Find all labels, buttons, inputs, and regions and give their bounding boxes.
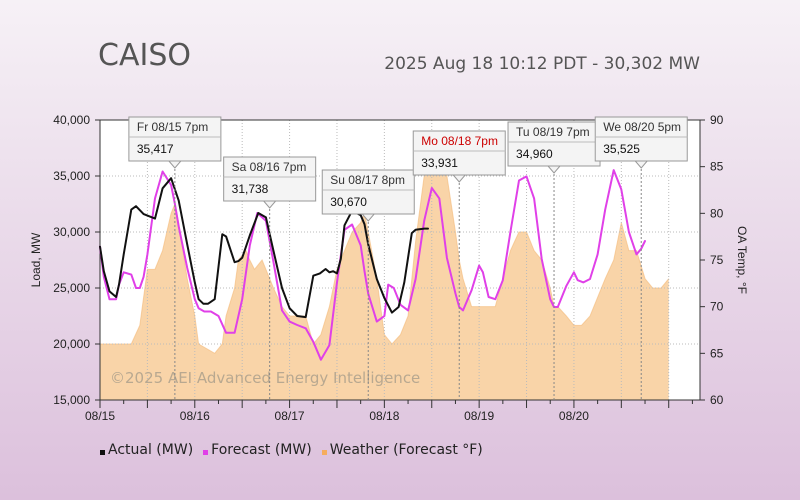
annotation-value-0: 35,417 — [137, 142, 174, 156]
annotation-box-1 — [223, 156, 317, 202]
chart-legend: Actual (MW) Forecast (MW) Weather (Forec… — [100, 442, 487, 458]
y-tick-label-1: 20,000 — [53, 337, 90, 351]
y-tick-label-4: 35,000 — [53, 169, 90, 183]
x-tick-label-3: 08/18 — [369, 409, 399, 423]
legend-swatch-forecast — [203, 449, 209, 455]
y-tick-label-5: 40,000 — [53, 113, 90, 127]
forecast-series-line — [99, 169, 646, 361]
x-tick-label-4: 08/19 — [464, 409, 494, 423]
y2-tick-label-1: 65 — [710, 346, 724, 360]
x-tick-label-1: 08/16 — [180, 409, 210, 423]
y2-tick-label-6: 90 — [710, 113, 724, 127]
annotation-pointer-0 — [167, 160, 182, 169]
annotation-pointer-2 — [361, 213, 376, 222]
annotation-pointer-4 — [546, 165, 562, 174]
annotation-value-3: 33,931 — [421, 156, 458, 170]
watermark-text: ©2025 AEI Advanced Energy Intelligence — [110, 369, 420, 387]
annotation-value-5: 35,525 — [603, 142, 640, 156]
legend-label-forecast: Forecast (MW) — [211, 442, 312, 458]
legend-swatch-actual — [100, 449, 105, 455]
y2-tick-label-4: 80 — [710, 206, 724, 220]
annotation-label-3: Mo 08/18 7pm — [421, 134, 498, 148]
annotation-box-0 — [128, 116, 222, 162]
annotation-box-2 — [321, 169, 415, 215]
weather-area — [100, 166, 669, 400]
annotation-label-2: Su 08/17 8pm — [330, 173, 405, 187]
actual-series-line — [99, 177, 429, 319]
annotation-pointer-5 — [634, 160, 649, 169]
annotation-box-4 — [507, 121, 601, 167]
timestamp-subtitle: 2025 Aug 18 10:12 PDT - 30,302 MW — [384, 54, 700, 74]
x-tick-label-2: 08/17 — [275, 409, 305, 423]
annotation-label-5: We 08/20 5pm — [603, 120, 681, 134]
legend-swatch-weather — [321, 449, 327, 455]
y2-axis-title: OA Temp, °F — [735, 226, 749, 294]
page-title: CAISO — [98, 38, 191, 73]
legend-label-actual: Actual (MW) — [108, 442, 194, 458]
y2-tick-label-5: 85 — [710, 160, 724, 174]
annotation-label-1: Sa 08/16 7pm — [232, 160, 307, 174]
annotation-pointer-3 — [452, 174, 467, 183]
annotation-value-2: 30,670 — [330, 195, 367, 209]
legend-item-actual[interactable]: Actual (MW) — [100, 442, 193, 458]
y-tick-label-3: 30,000 — [53, 225, 90, 239]
y2-tick-label-0: 60 — [710, 393, 724, 407]
y2-tick-label-3: 75 — [710, 253, 724, 267]
annotation-value-1: 31,738 — [232, 182, 269, 196]
x-tick-label-0: 08/15 — [85, 409, 115, 423]
annotation-box-5 — [594, 116, 688, 162]
x-tick-label-5: 08/20 — [559, 409, 589, 423]
y-axis-title: Load, MW — [29, 232, 43, 287]
legend-label-weather: Weather (Forecast °F) — [329, 442, 483, 458]
annotation-value-4: 34,960 — [516, 147, 553, 161]
annotation-label-0: Fr 08/15 7pm — [137, 120, 208, 134]
legend-item-forecast[interactable]: Forecast (MW) — [203, 442, 312, 458]
y2-tick-label-2: 70 — [710, 300, 724, 314]
y-tick-label-0: 15,000 — [53, 393, 90, 407]
legend-item-weather[interactable]: Weather (Forecast °F) — [321, 442, 483, 458]
annotation-label-4: Tu 08/19 7pm — [516, 125, 590, 139]
weather-line — [100, 166, 670, 354]
annotation-pointer-1 — [262, 200, 277, 209]
y-tick-label-2: 25,000 — [53, 281, 90, 295]
